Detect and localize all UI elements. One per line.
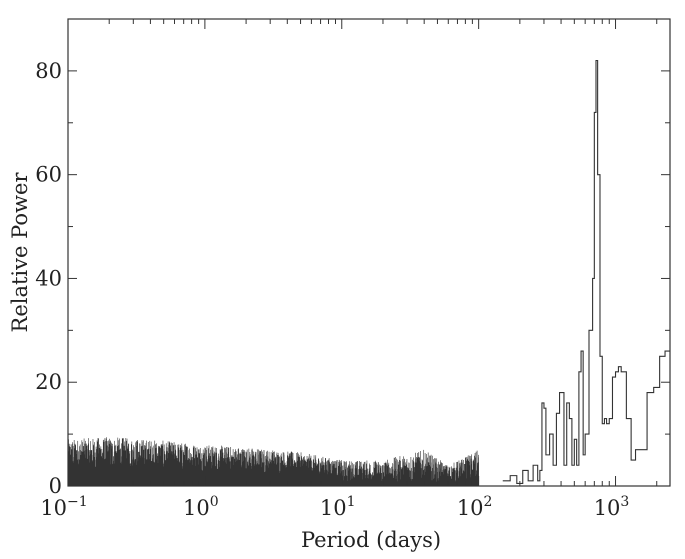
series-line-0 <box>502 59 670 484</box>
noise-floor-bars <box>67 437 479 486</box>
x-axis-ticks: 10−1 100 101 102 103 <box>40 19 658 520</box>
x-tick-label: 101 <box>320 494 356 520</box>
noise-bars <box>67 437 479 486</box>
series-group <box>502 59 670 484</box>
y-tick-label: 80 <box>35 59 62 83</box>
y-tick-label: 60 <box>35 163 62 187</box>
y-axis-label: Relative Power <box>8 172 32 333</box>
y-tick-label: 20 <box>35 370 62 394</box>
y-axis-ticks: 0 20 40 60 80 <box>35 59 670 498</box>
x-tick-label: 100 <box>183 494 219 520</box>
x-tick-label: 102 <box>457 494 493 520</box>
plot-frame <box>67 18 671 487</box>
x-axis-label: Period (days) <box>301 528 441 552</box>
y-tick-label: 0 <box>49 474 62 498</box>
x-tick-label: 10−1 <box>40 494 87 520</box>
x-tick-label: 103 <box>594 494 630 520</box>
y-tick-label: 40 <box>35 266 62 290</box>
